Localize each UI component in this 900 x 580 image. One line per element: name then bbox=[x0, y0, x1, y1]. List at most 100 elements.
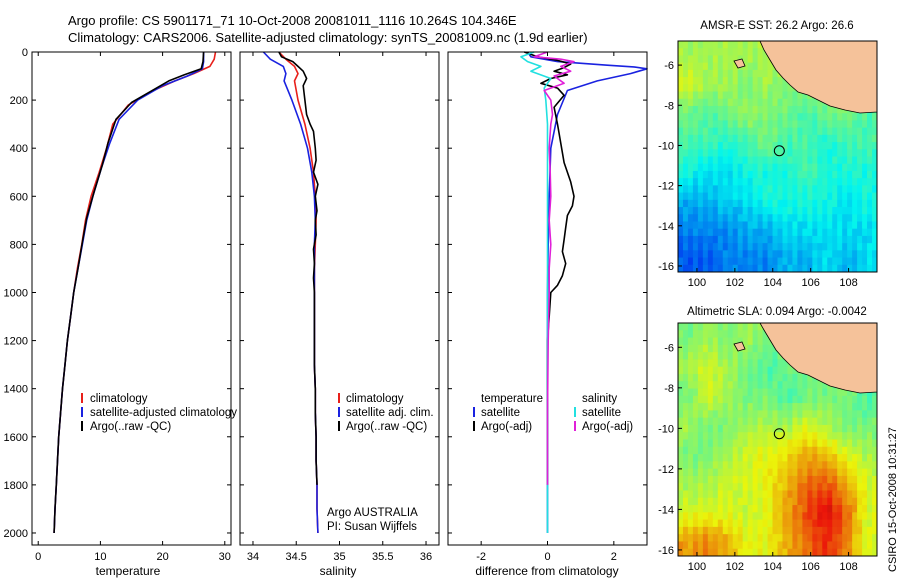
heatmap-cell bbox=[797, 417, 803, 426]
heatmap-cell bbox=[762, 228, 769, 237]
heatmap-cell bbox=[767, 424, 774, 433]
heatmap-cell bbox=[837, 519, 843, 528]
heatmap-cell bbox=[717, 105, 724, 114]
heatmap-cell bbox=[857, 505, 863, 513]
heatmap-cell bbox=[752, 410, 759, 419]
heatmap-cell bbox=[832, 388, 838, 397]
heatmap-cell bbox=[697, 454, 704, 462]
heatmap-cell bbox=[682, 526, 689, 535]
heatmap-cell bbox=[797, 454, 803, 462]
heatmap-cell bbox=[852, 417, 858, 426]
heatmap-cell bbox=[747, 163, 754, 172]
heatmap-cell bbox=[812, 170, 818, 179]
heatmap-cell bbox=[692, 395, 699, 404]
heatmap-cell bbox=[727, 199, 734, 208]
heatmap-cell bbox=[872, 541, 877, 550]
heatmap-cell bbox=[832, 257, 838, 266]
heatmap-cell bbox=[697, 424, 704, 433]
heatmap-cell bbox=[712, 156, 719, 165]
heatmap-cell bbox=[747, 505, 754, 513]
heatmap-cell bbox=[678, 330, 684, 339]
heatmap-cell bbox=[797, 257, 803, 266]
heatmap-cell bbox=[757, 323, 764, 331]
heatmap-cell bbox=[777, 228, 784, 237]
heatmap-cell bbox=[822, 395, 828, 404]
heatmap-cell bbox=[717, 48, 724, 57]
heatmap-cell bbox=[792, 512, 798, 521]
y-tick-label: -14 bbox=[658, 504, 674, 516]
heatmap-cell bbox=[742, 156, 749, 165]
heatmap-cell bbox=[872, 185, 877, 194]
heatmap-cell bbox=[872, 403, 877, 411]
heatmap-cell bbox=[807, 417, 813, 426]
heatmap-cell bbox=[747, 235, 754, 244]
heatmap-cell bbox=[797, 381, 803, 390]
heatmap-cell bbox=[697, 228, 704, 237]
heatmap-cell bbox=[727, 432, 734, 441]
heatmap-cell bbox=[727, 235, 734, 244]
heatmap-cell bbox=[812, 156, 818, 165]
heatmap-cell bbox=[692, 84, 699, 93]
heatmap-cell bbox=[697, 48, 704, 57]
heatmap-cell bbox=[837, 505, 843, 513]
heatmap-cell bbox=[707, 497, 714, 506]
heatmap-cell bbox=[742, 69, 749, 78]
heatmap-cell bbox=[802, 395, 808, 404]
heatmap-cell bbox=[822, 424, 828, 433]
heatmap-cell bbox=[777, 395, 784, 404]
heatmap-cell bbox=[767, 142, 774, 150]
heatmap-cell bbox=[747, 170, 754, 179]
heatmap-cell bbox=[687, 185, 694, 194]
heatmap-cell bbox=[727, 163, 734, 172]
heatmap-cell bbox=[682, 461, 689, 470]
heatmap-cell bbox=[837, 120, 843, 129]
heatmap-cell bbox=[807, 185, 813, 194]
heatmap-cell bbox=[842, 170, 848, 179]
heatmap-cell bbox=[777, 163, 784, 172]
heatmap-cell bbox=[752, 548, 759, 556]
heatmap-cell bbox=[682, 381, 689, 390]
heatmap-cell bbox=[827, 235, 833, 244]
heatmap-cell bbox=[872, 410, 877, 419]
heatmap-cell bbox=[687, 388, 694, 397]
heatmap-cell bbox=[702, 490, 709, 499]
heatmap-cell bbox=[697, 264, 704, 272]
heatmap-cell bbox=[682, 323, 689, 331]
heatmap-cell bbox=[787, 366, 794, 375]
heatmap-cell bbox=[792, 505, 798, 513]
heatmap-cell bbox=[747, 207, 754, 215]
heatmap-cell bbox=[702, 214, 709, 223]
heatmap-cell bbox=[687, 48, 694, 57]
heatmap-cell bbox=[742, 505, 749, 513]
heatmap-cell bbox=[747, 84, 754, 93]
heatmap-cell bbox=[702, 207, 709, 215]
heatmap-cell bbox=[752, 142, 759, 150]
heatmap-cell bbox=[682, 468, 689, 477]
heatmap-cell bbox=[872, 548, 877, 556]
heatmap-cell bbox=[687, 235, 694, 244]
heatmap-cell bbox=[697, 410, 704, 419]
heatmap-cell bbox=[787, 142, 794, 150]
heatmap-cell bbox=[867, 221, 873, 230]
heatmap-cell bbox=[817, 483, 823, 492]
heatmap-cell bbox=[817, 214, 823, 223]
heatmap-cell bbox=[692, 548, 699, 556]
heatmap-cell bbox=[832, 483, 838, 492]
heatmap-cell bbox=[687, 497, 694, 506]
heatmap-cell bbox=[837, 424, 843, 433]
heatmap-cell bbox=[837, 250, 843, 259]
heatmap-cell bbox=[787, 178, 794, 186]
heatmap-cell bbox=[747, 250, 754, 259]
heatmap-cell bbox=[852, 120, 858, 129]
heatmap-cell bbox=[742, 432, 749, 441]
heatmap-cell bbox=[852, 257, 858, 266]
heatmap-cell bbox=[697, 352, 704, 361]
heatmap-cell bbox=[792, 120, 798, 129]
heatmap-cell bbox=[702, 497, 709, 506]
heatmap-cell bbox=[752, 228, 759, 237]
heatmap-cell bbox=[822, 497, 828, 506]
heatmap-cell bbox=[827, 192, 833, 201]
heatmap-cell bbox=[767, 207, 774, 215]
heatmap-cell bbox=[767, 439, 774, 448]
heatmap-cell bbox=[837, 526, 843, 535]
